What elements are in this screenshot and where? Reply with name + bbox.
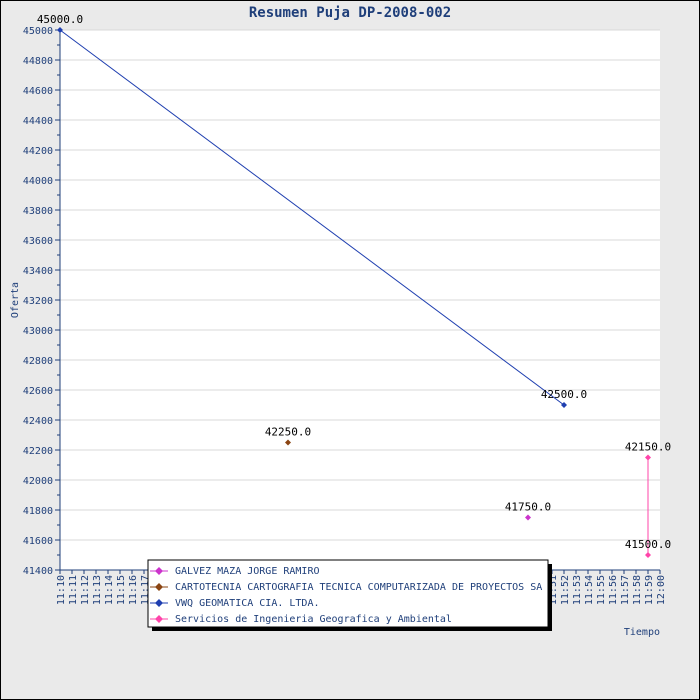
series-line [59,29,565,406]
y-tick-label: 43200 [23,296,53,307]
data-point [645,552,651,558]
y-tick-label: 42800 [23,356,53,367]
series-layer: 41750.0 42250.0 45000.0 42500.0 42150.0 41500… [37,13,671,558]
x-tick-label: 11:56 [608,575,619,605]
legend-label: CARTOTECNIA CARTOGRAFIA TECNICA COMPUTAR… [175,582,542,593]
y-axis: 41400 41600 41800 42000 42200 42400 42600 42800… [23,26,60,577]
legend-label: Servicios de Ingenieria Geografica y Amb… [175,614,452,625]
data-point [525,514,531,521]
x-tick-label: 11:11 [68,575,79,605]
y-tick-label: 45000 [23,26,53,37]
legend-swatch-marker [155,567,163,575]
x-tick-label: 11:16 [128,575,139,605]
data-point [57,27,63,33]
data-label: 41750.0 [505,501,551,514]
data-label: 42500.0 [541,388,587,401]
x-tick-label: 11:55 [596,575,607,605]
data-label: 41500.0 [625,538,671,551]
y-tick-label: 43800 [23,206,53,217]
data-label: 42150.0 [625,441,671,454]
y-tick-label: 43400 [23,266,53,277]
y-axis-label: Oferta [10,282,21,318]
legend-swatch-marker [155,615,163,623]
data-point [561,402,567,408]
x-tick-label: 11:58 [632,575,643,605]
data-point [645,454,651,461]
y-tick-label: 42200 [23,446,53,457]
x-tick-label: 11:57 [620,575,631,605]
y-tick-label: 44200 [23,146,53,157]
x-tick-label: 11:13 [92,575,103,605]
chart-title: Resumen Puja DP-2008-002 [249,5,451,21]
legend-swatch-marker [155,599,163,607]
data-point [285,439,291,446]
y-tick-label: 44400 [23,116,53,127]
y-tick-label: 41400 [23,566,53,577]
x-tick-label: 11:17 [140,575,151,605]
x-tick-label: 11:51 [548,575,559,605]
legend: GALVEZ MAZA JORGE RAMIRO CARTOTECNIA CART… [147,559,552,631]
legend-box [147,559,549,628]
x-tick-label: 11:15 [116,575,127,605]
x-tick-label: 11:59 [644,575,655,605]
y-tick-label: 41800 [23,506,53,517]
data-label: 42250.0 [265,426,311,439]
legend-label: VWQ GEOMATICA CIA. LTDA. [175,598,320,609]
y-tick-label: 44800 [23,56,53,67]
y-tick-label: 42400 [23,416,53,427]
x-tick-label: 11:52 [560,575,571,605]
x-tick-label: 11:54 [584,575,595,605]
x-tick-label: 11:14 [104,575,115,605]
data-label: 45000.0 [37,13,83,26]
y-tick-label: 43000 [23,326,53,337]
y-tick-label: 43600 [23,236,53,247]
x-tick-label: 11:53 [572,575,583,605]
grid [60,29,660,571]
legend-label: GALVEZ MAZA JORGE RAMIRO [175,566,320,577]
y-tick-label: 44000 [23,176,53,187]
y-tick-label: 42000 [23,476,53,487]
y-tick-label: 44600 [23,86,53,97]
y-tick-label: 41600 [23,536,53,547]
y-tick-label: 42600 [23,386,53,397]
x-axis-label: Tiempo [624,627,660,638]
x-tick-label: 11:10 [56,575,67,605]
x-tick-label: 11:12 [80,575,91,605]
legend-swatch-marker [155,583,163,591]
x-tick-label: 12:00 [656,575,667,605]
